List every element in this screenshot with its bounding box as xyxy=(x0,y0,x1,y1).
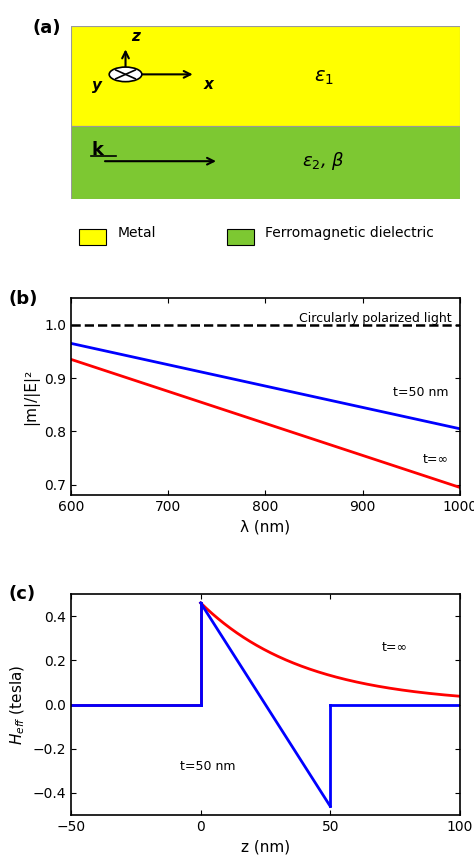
Text: x: x xyxy=(203,77,213,92)
Text: Metal: Metal xyxy=(118,227,156,240)
Text: $\varepsilon_2$, $\beta$: $\varepsilon_2$, $\beta$ xyxy=(302,150,345,172)
Text: $\mathbf{k}$: $\mathbf{k}$ xyxy=(91,141,105,159)
Text: t=50 nm: t=50 nm xyxy=(392,386,448,399)
Text: t=50 nm: t=50 nm xyxy=(180,760,236,773)
Text: t=∞: t=∞ xyxy=(422,453,448,467)
Text: $\varepsilon_1$: $\varepsilon_1$ xyxy=(314,69,334,88)
Y-axis label: |m|/|E|²: |m|/|E|² xyxy=(23,369,39,425)
X-axis label: z (nm): z (nm) xyxy=(241,839,290,855)
Text: y: y xyxy=(92,78,102,93)
Bar xyxy=(71,26,460,126)
Bar xyxy=(227,229,254,245)
Text: (b): (b) xyxy=(9,290,38,308)
Text: Circularly polarized light: Circularly polarized light xyxy=(300,312,452,325)
Text: (c): (c) xyxy=(9,585,36,603)
Text: z: z xyxy=(131,29,140,44)
X-axis label: λ (nm): λ (nm) xyxy=(240,520,291,535)
Bar xyxy=(79,229,106,245)
Circle shape xyxy=(109,67,142,82)
Y-axis label: $H_{eff}$ (tesla): $H_{eff}$ (tesla) xyxy=(9,664,27,745)
Bar xyxy=(71,126,460,199)
Text: Ferromagnetic dielectric: Ferromagnetic dielectric xyxy=(265,227,434,240)
Text: t=∞: t=∞ xyxy=(382,641,408,654)
Text: (a): (a) xyxy=(32,19,61,37)
